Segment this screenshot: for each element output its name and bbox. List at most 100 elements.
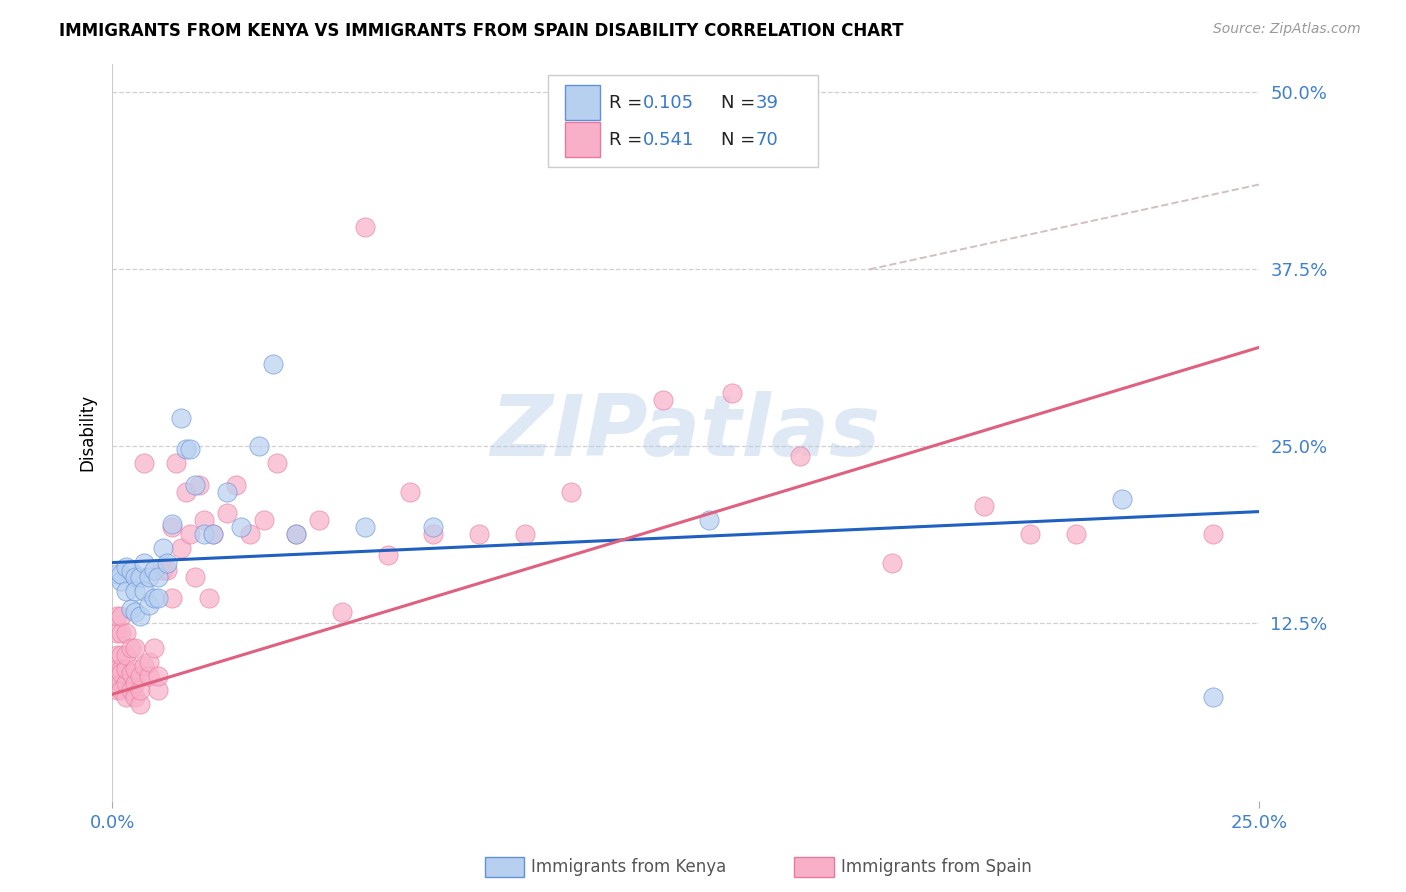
Point bbox=[110, 666, 132, 681]
Point bbox=[174, 442, 197, 457]
Point bbox=[110, 676, 132, 690]
Point bbox=[120, 683, 142, 698]
Point bbox=[174, 484, 197, 499]
Point bbox=[197, 591, 219, 605]
Text: ZIPatlas: ZIPatlas bbox=[491, 391, 882, 474]
Point bbox=[124, 676, 146, 690]
Text: 70: 70 bbox=[755, 131, 779, 149]
Point bbox=[330, 605, 353, 619]
Point bbox=[1018, 527, 1040, 541]
Text: R =: R = bbox=[609, 131, 648, 149]
Point bbox=[651, 392, 673, 407]
Point bbox=[105, 648, 128, 662]
Point bbox=[170, 541, 193, 556]
Point bbox=[105, 662, 128, 676]
Point bbox=[184, 477, 207, 491]
Point bbox=[105, 683, 128, 698]
Point bbox=[110, 574, 132, 588]
Point bbox=[422, 527, 444, 541]
Point bbox=[120, 640, 142, 655]
Point bbox=[284, 527, 307, 541]
Point bbox=[188, 477, 211, 491]
Point bbox=[266, 457, 288, 471]
Point bbox=[138, 570, 160, 584]
Point bbox=[515, 527, 537, 541]
Point bbox=[124, 662, 146, 676]
Point bbox=[110, 662, 132, 676]
Point bbox=[124, 570, 146, 584]
Point bbox=[284, 527, 307, 541]
Point bbox=[262, 357, 284, 371]
Point bbox=[697, 513, 720, 527]
Point bbox=[229, 520, 252, 534]
Text: 39: 39 bbox=[755, 94, 779, 112]
Point bbox=[142, 591, 165, 605]
Point bbox=[146, 591, 169, 605]
Point bbox=[115, 559, 138, 574]
Point bbox=[120, 602, 142, 616]
Point bbox=[110, 683, 132, 698]
Point bbox=[110, 648, 132, 662]
Point bbox=[124, 640, 146, 655]
Text: 0.105: 0.105 bbox=[644, 94, 695, 112]
Point bbox=[882, 556, 904, 570]
Point bbox=[142, 640, 165, 655]
Text: 0.541: 0.541 bbox=[644, 131, 695, 149]
Point bbox=[115, 676, 138, 690]
Point bbox=[156, 563, 179, 577]
Point bbox=[120, 666, 142, 681]
Point bbox=[973, 499, 995, 513]
Point bbox=[560, 484, 582, 499]
Point bbox=[1202, 527, 1225, 541]
Point bbox=[152, 563, 174, 577]
Point bbox=[215, 506, 238, 520]
Point bbox=[399, 484, 422, 499]
Point bbox=[156, 556, 179, 570]
Point bbox=[115, 626, 138, 640]
Text: R =: R = bbox=[609, 94, 648, 112]
Point bbox=[134, 556, 156, 570]
Point bbox=[225, 477, 247, 491]
Point bbox=[160, 517, 183, 532]
Text: Immigrants from Spain: Immigrants from Spain bbox=[841, 858, 1032, 876]
Point bbox=[166, 457, 188, 471]
Point bbox=[134, 659, 156, 673]
Point bbox=[105, 626, 128, 640]
Point bbox=[1111, 491, 1133, 506]
Point bbox=[720, 385, 742, 400]
Point bbox=[146, 570, 169, 584]
FancyBboxPatch shape bbox=[565, 122, 600, 158]
Point bbox=[110, 626, 132, 640]
Point bbox=[120, 564, 142, 578]
Point bbox=[105, 566, 128, 581]
Point bbox=[138, 669, 160, 683]
Point bbox=[308, 513, 330, 527]
Text: Source: ZipAtlas.com: Source: ZipAtlas.com bbox=[1213, 22, 1361, 37]
Point bbox=[110, 566, 132, 581]
Point bbox=[253, 513, 276, 527]
Point bbox=[422, 520, 444, 534]
Point bbox=[124, 605, 146, 619]
Text: IMMIGRANTS FROM KENYA VS IMMIGRANTS FROM SPAIN DISABILITY CORRELATION CHART: IMMIGRANTS FROM KENYA VS IMMIGRANTS FROM… bbox=[59, 22, 904, 40]
Point bbox=[789, 450, 811, 464]
Point bbox=[468, 527, 491, 541]
Point bbox=[184, 570, 207, 584]
Point bbox=[128, 697, 150, 711]
Point bbox=[138, 598, 160, 612]
Point bbox=[353, 219, 375, 234]
Point bbox=[1202, 690, 1225, 705]
Point bbox=[215, 484, 238, 499]
Point bbox=[134, 457, 156, 471]
Point bbox=[138, 655, 160, 669]
Point bbox=[115, 690, 138, 705]
Point bbox=[202, 527, 225, 541]
Point bbox=[146, 683, 169, 698]
Point bbox=[179, 442, 201, 457]
Point bbox=[1064, 527, 1087, 541]
FancyBboxPatch shape bbox=[565, 85, 600, 120]
Point bbox=[115, 662, 138, 676]
FancyBboxPatch shape bbox=[548, 75, 818, 167]
Point bbox=[142, 563, 165, 577]
Point bbox=[160, 520, 183, 534]
Point bbox=[377, 549, 399, 563]
